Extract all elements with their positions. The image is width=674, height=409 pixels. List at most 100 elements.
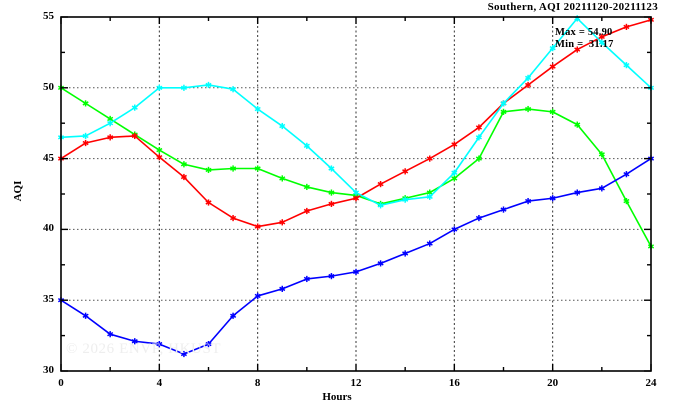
data-point-marker: [598, 39, 605, 46]
data-point-marker: [156, 341, 163, 348]
data-point-marker: [180, 161, 187, 168]
data-point-marker: [328, 200, 335, 208]
data-point-marker: [623, 171, 630, 178]
data-point-marker: [500, 100, 507, 107]
data-point-marker: [303, 142, 310, 149]
data-point-marker: [156, 147, 163, 154]
data-point-marker: [525, 197, 532, 205]
x-tick-label: 4: [156, 377, 163, 389]
data-point-marker: [254, 105, 261, 113]
data-point-marker: [107, 134, 114, 141]
y-tick-label: 35: [43, 293, 54, 306]
y-tick-label: 45: [43, 151, 54, 164]
data-point-marker: [279, 122, 286, 130]
data-point-marker: [82, 132, 89, 140]
data-point-marker: [623, 23, 630, 31]
x-tick-label: 12: [350, 377, 362, 389]
data-point-marker: [303, 183, 310, 191]
data-point-marker: [525, 105, 532, 113]
data-point-marker: [107, 331, 114, 338]
data-point-marker: [574, 46, 581, 53]
data-point-marker: [180, 84, 187, 91]
data-point-marker: [500, 206, 507, 213]
data-point-marker: [279, 285, 286, 292]
data-point-marker: [352, 195, 360, 202]
data-point-marker: [525, 74, 532, 81]
data-point-marker: [156, 84, 163, 91]
data-point-marker: [254, 165, 261, 172]
data-point-marker: [598, 185, 605, 192]
data-point-marker: [131, 338, 138, 345]
data-point-marker: [303, 207, 310, 215]
data-point-marker: [402, 196, 409, 203]
data-point-marker: [328, 273, 335, 280]
data-point-marker: [352, 189, 360, 196]
data-point-marker: [475, 124, 482, 131]
data-point-marker: [475, 134, 482, 141]
data-point-marker: [328, 189, 335, 196]
data-point-marker: [451, 169, 458, 176]
data-point-marker: [377, 202, 384, 209]
data-point-marker: [131, 132, 138, 140]
y-tick-label: 30: [43, 364, 54, 376]
data-point-marker: [451, 141, 458, 148]
data-point-marker: [623, 197, 630, 205]
data-point-marker: [279, 175, 286, 182]
data-point-marker: [328, 165, 335, 172]
data-point-marker: [475, 155, 482, 162]
x-tick-label: 20: [547, 377, 559, 389]
data-point-marker: [205, 199, 212, 206]
data-point-marker: [500, 108, 507, 115]
data-point-marker: [205, 341, 212, 348]
data-point-marker: [475, 214, 482, 222]
data-point-marker: [402, 250, 409, 257]
y-axis-label: AQI: [12, 180, 24, 202]
data-point-marker: [377, 180, 384, 188]
data-point-marker: [230, 165, 237, 172]
data-point-marker: [451, 226, 458, 233]
x-tick-label: 16: [448, 377, 460, 389]
data-point-marker: [230, 86, 237, 93]
data-point-marker: [205, 166, 212, 174]
data-point-marker: [303, 275, 310, 283]
data-point-marker: [279, 219, 286, 226]
data-point-marker: [402, 168, 409, 175]
x-axis-label: Hours: [322, 391, 352, 403]
data-point-marker: [82, 139, 89, 147]
chart-title: Southern, AQI 20211120-20211123: [487, 1, 658, 13]
data-point-marker: [82, 312, 89, 319]
y-tick-label: 40: [43, 222, 54, 235]
data-point-marker: [451, 175, 458, 182]
data-point-marker: [377, 260, 384, 267]
data-point-marker: [254, 292, 261, 300]
data-point-marker: [180, 350, 187, 358]
data-point-marker: [426, 155, 433, 162]
data-point-marker: [205, 81, 212, 89]
data-point-marker: [549, 195, 556, 202]
data-point-marker: [426, 193, 433, 200]
data-point-marker: [131, 104, 138, 111]
data-point-marker: [525, 81, 532, 89]
annotation-max: Max = 54.90: [555, 27, 613, 38]
data-point-marker: [107, 120, 114, 127]
data-point-marker: [623, 62, 630, 69]
data-point-marker: [156, 154, 163, 161]
data-point-marker: [549, 63, 556, 70]
x-tick-label: 0: [58, 377, 64, 389]
data-point-marker: [549, 108, 556, 115]
data-point-marker: [426, 240, 433, 247]
data-point-marker: [230, 214, 237, 222]
x-tick-label: 8: [254, 377, 261, 389]
data-point-marker: [82, 100, 89, 107]
data-point-marker: [254, 223, 261, 230]
data-point-marker: [598, 33, 605, 40]
y-tick-label: 50: [43, 80, 54, 93]
annotation-min: Min = 31.17: [555, 39, 614, 50]
x-tick-label: 24: [645, 377, 657, 389]
data-point-marker: [352, 268, 360, 275]
data-point-marker: [574, 189, 581, 196]
y-tick-label: 55: [43, 10, 54, 22]
data-point-marker: [598, 151, 605, 158]
data-point-marker: [574, 121, 581, 128]
